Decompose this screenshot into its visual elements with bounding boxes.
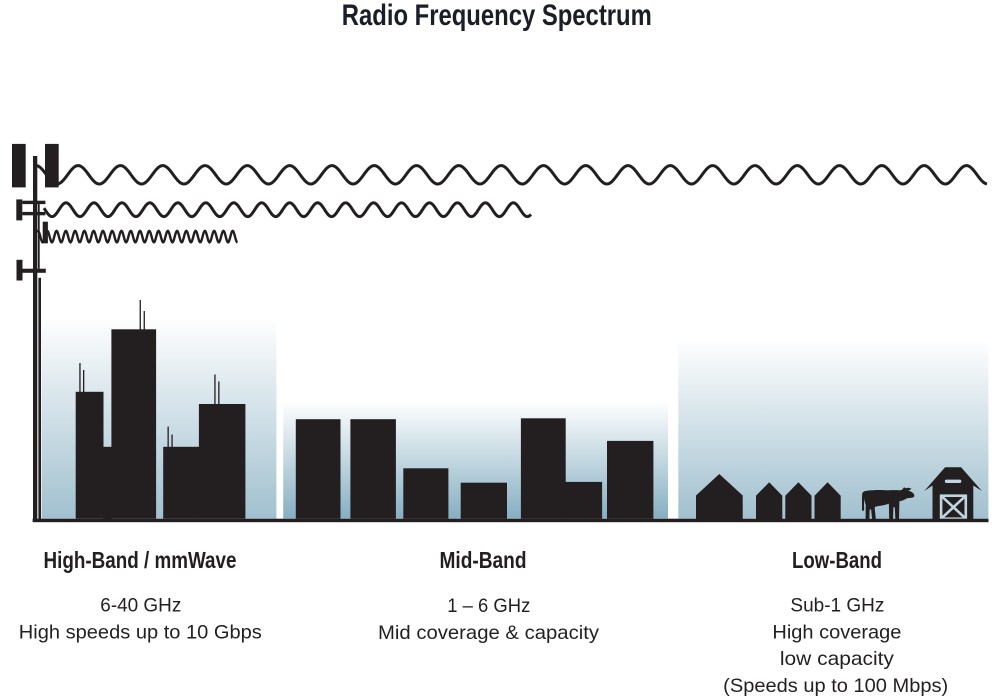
svg-text:Low-Band: Low-Band xyxy=(792,547,882,573)
svg-text:High speeds up to 10 Gbps: High speeds up to 10 Gbps xyxy=(19,621,262,643)
svg-text:low capacity: low capacity xyxy=(780,648,894,670)
svg-text:(Speeds up to 100 Mbps): (Speeds up to 100 Mbps) xyxy=(723,675,948,697)
svg-text:Radio Frequency Spectrum: Radio Frequency Spectrum xyxy=(342,0,652,32)
svg-text:Mid coverage & capacity: Mid coverage & capacity xyxy=(378,622,599,644)
svg-text:High-Band / mmWave: High-Band / mmWave xyxy=(44,547,237,573)
svg-text:High coverage: High coverage xyxy=(772,621,901,643)
svg-text:Mid-Band: Mid-Band xyxy=(440,547,527,573)
svg-text:Sub-1 GHz: Sub-1 GHz xyxy=(790,594,884,616)
svg-text:1 – 6 GHz: 1 – 6 GHz xyxy=(447,595,530,617)
svg-text:6-40 GHz: 6-40 GHz xyxy=(100,594,181,616)
